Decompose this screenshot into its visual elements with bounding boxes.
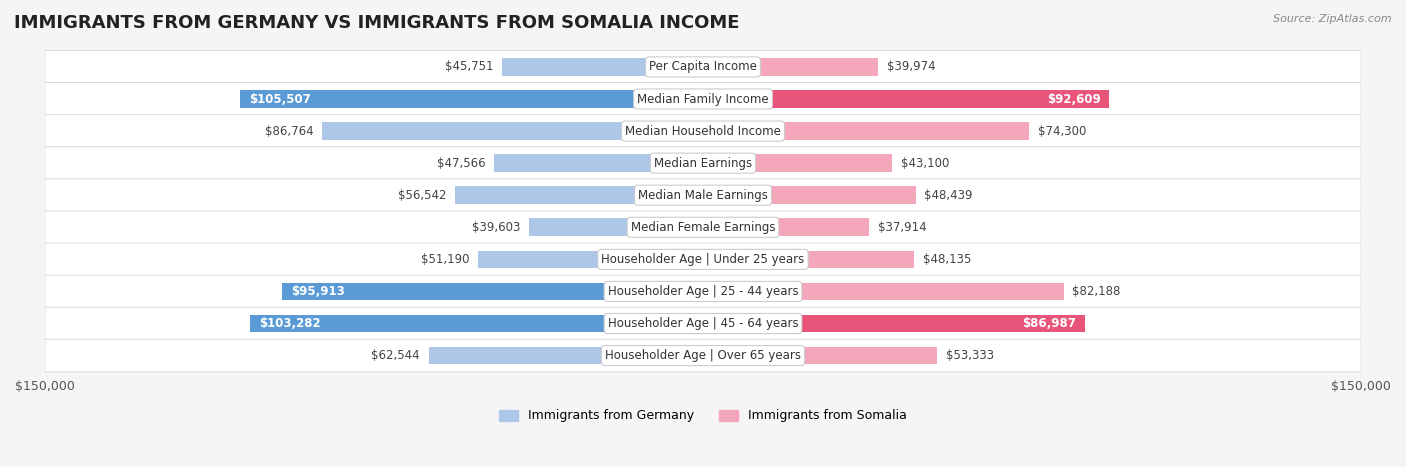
Text: $39,974: $39,974 <box>887 60 936 73</box>
Text: $47,566: $47,566 <box>437 156 485 170</box>
Bar <box>322 122 703 140</box>
Bar <box>703 154 891 172</box>
Bar <box>250 315 703 333</box>
Text: $51,190: $51,190 <box>422 253 470 266</box>
Text: Householder Age | 25 - 44 years: Householder Age | 25 - 44 years <box>607 285 799 298</box>
Text: Householder Age | 45 - 64 years: Householder Age | 45 - 64 years <box>607 317 799 330</box>
FancyBboxPatch shape <box>45 243 1361 276</box>
FancyBboxPatch shape <box>45 307 1361 340</box>
Text: Median Female Earnings: Median Female Earnings <box>631 221 775 234</box>
Text: $86,764: $86,764 <box>264 125 314 138</box>
Text: $53,333: $53,333 <box>946 349 994 362</box>
Bar <box>703 347 936 364</box>
FancyBboxPatch shape <box>45 83 1361 115</box>
Bar <box>703 122 1029 140</box>
Bar <box>703 58 879 76</box>
Bar <box>703 283 1063 300</box>
Bar <box>429 347 703 364</box>
FancyBboxPatch shape <box>45 275 1361 308</box>
Text: Median Earnings: Median Earnings <box>654 156 752 170</box>
Text: $105,507: $105,507 <box>249 92 311 106</box>
Text: Per Capita Income: Per Capita Income <box>650 60 756 73</box>
Text: Householder Age | Over 65 years: Householder Age | Over 65 years <box>605 349 801 362</box>
Bar <box>703 219 869 236</box>
Text: IMMIGRANTS FROM GERMANY VS IMMIGRANTS FROM SOMALIA INCOME: IMMIGRANTS FROM GERMANY VS IMMIGRANTS FR… <box>14 14 740 32</box>
Text: $39,603: $39,603 <box>472 221 520 234</box>
Text: $86,987: $86,987 <box>1022 317 1076 330</box>
FancyBboxPatch shape <box>45 339 1361 372</box>
Text: $48,135: $48,135 <box>922 253 972 266</box>
FancyBboxPatch shape <box>45 147 1361 179</box>
Text: $56,542: $56,542 <box>398 189 446 202</box>
Bar <box>703 251 914 268</box>
Bar <box>529 219 703 236</box>
Text: Source: ZipAtlas.com: Source: ZipAtlas.com <box>1274 14 1392 24</box>
FancyBboxPatch shape <box>45 179 1361 212</box>
Text: Householder Age | Under 25 years: Householder Age | Under 25 years <box>602 253 804 266</box>
FancyBboxPatch shape <box>45 50 1361 83</box>
Text: $74,300: $74,300 <box>1038 125 1085 138</box>
Bar <box>283 283 703 300</box>
Text: $45,751: $45,751 <box>446 60 494 73</box>
Text: $48,439: $48,439 <box>924 189 973 202</box>
FancyBboxPatch shape <box>45 115 1361 148</box>
Bar <box>478 251 703 268</box>
Text: $37,914: $37,914 <box>879 221 927 234</box>
Bar <box>703 315 1084 333</box>
Legend: Immigrants from Germany, Immigrants from Somalia: Immigrants from Germany, Immigrants from… <box>495 404 911 427</box>
Text: $92,609: $92,609 <box>1046 92 1101 106</box>
Bar <box>495 154 703 172</box>
Text: $82,188: $82,188 <box>1073 285 1121 298</box>
Text: $103,282: $103,282 <box>259 317 321 330</box>
FancyBboxPatch shape <box>45 211 1361 244</box>
Text: $62,544: $62,544 <box>371 349 420 362</box>
Text: $95,913: $95,913 <box>291 285 344 298</box>
Text: Median Male Earnings: Median Male Earnings <box>638 189 768 202</box>
Text: Median Family Income: Median Family Income <box>637 92 769 106</box>
Bar <box>703 186 915 204</box>
Text: $43,100: $43,100 <box>901 156 949 170</box>
Bar <box>703 90 1109 108</box>
Bar <box>502 58 703 76</box>
Text: Median Household Income: Median Household Income <box>626 125 780 138</box>
Bar <box>456 186 703 204</box>
Bar <box>240 90 703 108</box>
